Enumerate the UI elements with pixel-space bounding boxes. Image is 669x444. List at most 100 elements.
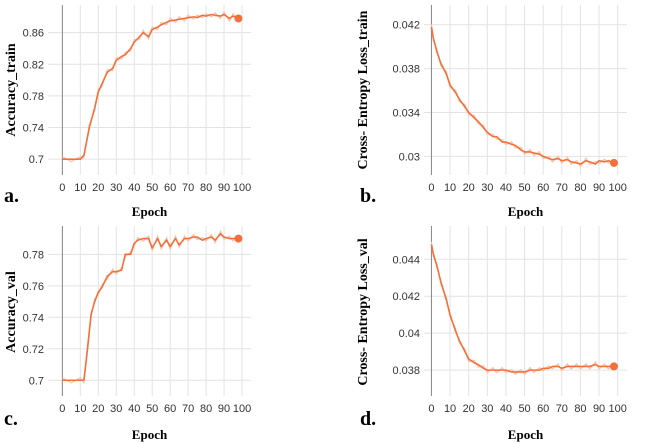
x-tick-label: 50: [146, 182, 158, 194]
accuracy-val-data-point: [87, 348, 88, 349]
accuracy-train-data-point: [80, 159, 81, 160]
loss-train-data-point: [571, 161, 572, 162]
x-tick-label: 100: [609, 403, 627, 415]
loss-train-data-point: [436, 52, 437, 53]
loss-val-data-point: [567, 366, 568, 367]
accuracy-val-data-point: [116, 271, 117, 272]
x-axis-label: Epoch: [508, 427, 544, 442]
loss-val-data-point: [496, 370, 497, 371]
y-tick-label: 0.03: [399, 151, 420, 163]
x-tick-label: 60: [164, 182, 176, 194]
loss-train-data-point: [502, 141, 503, 142]
loss-train-data-point: [585, 160, 586, 161]
loss-val-data-point: [571, 366, 572, 367]
accuracy-train-data-point: [143, 32, 144, 33]
loss-val-data-point: [477, 364, 478, 365]
x-tick-label: 30: [481, 182, 493, 194]
accuracy-val-data-point: [161, 246, 162, 247]
y-tick-label: 0.038: [392, 365, 420, 377]
x-tick-label: 60: [164, 403, 176, 415]
y-tick-label: 0.038: [392, 64, 420, 76]
x-tick-label: 40: [128, 182, 140, 194]
x-tick-label: 60: [537, 182, 549, 194]
x-axis-label: Epoch: [132, 427, 168, 442]
accuracy-train-data-point: [184, 18, 185, 19]
loss-train-data-point: [520, 149, 521, 150]
loss-train-data-point: [533, 152, 534, 153]
accuracy-train-data-point: [223, 14, 224, 15]
accuracy-train-data-point: [112, 68, 113, 69]
x-tick-label: 10: [444, 182, 456, 194]
x-tick-label: 20: [463, 403, 475, 415]
x-tick-label: 0: [59, 403, 65, 415]
accuracy-train-data-point: [166, 22, 167, 23]
x-tick-label: 40: [500, 403, 512, 415]
loss-val-data-point: [511, 371, 512, 372]
loss-val-data-point: [543, 368, 544, 369]
accuracy-val-data-point: [211, 236, 212, 237]
loss-train-data-point: [449, 84, 450, 85]
x-tick-label: 70: [182, 403, 194, 415]
accuracy-val-data-point: [232, 238, 233, 239]
loss-train-data-point: [474, 117, 475, 118]
loss-val-data-point: [604, 366, 605, 367]
loss-train-data-point: [561, 160, 562, 161]
accuracy-val-data-point: [80, 380, 81, 381]
x-tick-label: 70: [556, 403, 568, 415]
y-tick-label: 0.86: [23, 28, 44, 40]
x-tick-label: 100: [609, 182, 627, 194]
accuracy-val-data-point: [179, 244, 180, 245]
accuracy-val-data-point: [134, 243, 135, 244]
accuracy-train-data-point: [101, 83, 102, 84]
loss-val-data-point: [539, 370, 540, 371]
loss-val-data-point: [576, 366, 577, 367]
loss-train-data-point: [468, 112, 469, 113]
loss-train-data-point: [539, 154, 540, 155]
accuracy-val-data-point: [193, 236, 194, 237]
y-tick-label: 0.82: [23, 59, 44, 71]
accuracy-train-data-point: [83, 155, 84, 156]
x-tick-label: 50: [518, 403, 530, 415]
panel-label: a.: [4, 185, 19, 207]
accuracy-val-data-point: [170, 246, 171, 247]
x-axis-label: Epoch: [132, 204, 168, 219]
loss-train-data-point: [567, 159, 568, 160]
loss-val-data-point: [446, 299, 447, 300]
loss-val-end-marker: [609, 362, 618, 371]
accuracy-train-data-point: [202, 15, 203, 16]
x-tick-label: 30: [110, 403, 122, 415]
panel-label: b.: [360, 185, 376, 207]
loss-val-data-point: [474, 362, 475, 363]
loss-train-data-point: [440, 63, 441, 64]
loss-train-data-point: [496, 136, 497, 137]
x-tick-label: 100: [233, 182, 251, 194]
accuracy-val-data-point: [152, 247, 153, 248]
accuracy-val-data-point: [166, 240, 167, 241]
accuracy-val-data-point: [229, 238, 230, 239]
loss-val-data-point: [580, 366, 581, 367]
loss-train-data-point: [511, 144, 512, 145]
y-tick-label: 0.034: [392, 107, 420, 119]
accuracy-train-end-marker: [234, 14, 243, 23]
accuracy-train-data-point: [125, 54, 126, 55]
accuracy-train-data-point: [197, 17, 198, 18]
y-tick-label: 0.76: [23, 281, 44, 293]
accuracy-train-data-point: [94, 107, 95, 108]
accuracy-train-data-point: [214, 15, 215, 16]
raw-series-line: [430, 24, 615, 168]
y-axis-label: Cross- Entropy Loss_val: [356, 238, 371, 385]
loss-val-data-point: [585, 366, 586, 367]
accuracy-train-data-point: [170, 20, 171, 21]
loss-val-data-point: [459, 340, 460, 341]
accuracy-val-data-point: [223, 236, 224, 237]
x-tick-label: 40: [128, 403, 140, 415]
loss-train-data-point: [576, 162, 577, 163]
y-tick-label: 0.74: [23, 312, 44, 324]
loss-train-data-point: [608, 160, 609, 161]
accuracy-val-data-point: [143, 238, 144, 239]
accuracy-val-data-point: [94, 301, 95, 302]
accuracy-train-data-point: [62, 159, 63, 160]
loss-val-data-point: [595, 364, 596, 365]
panel-accuracy-val: 0 10 20 30 40 50 60 70 80 90 100 0.7 0.72 0.74 0.76 0.7…: [4, 226, 251, 442]
